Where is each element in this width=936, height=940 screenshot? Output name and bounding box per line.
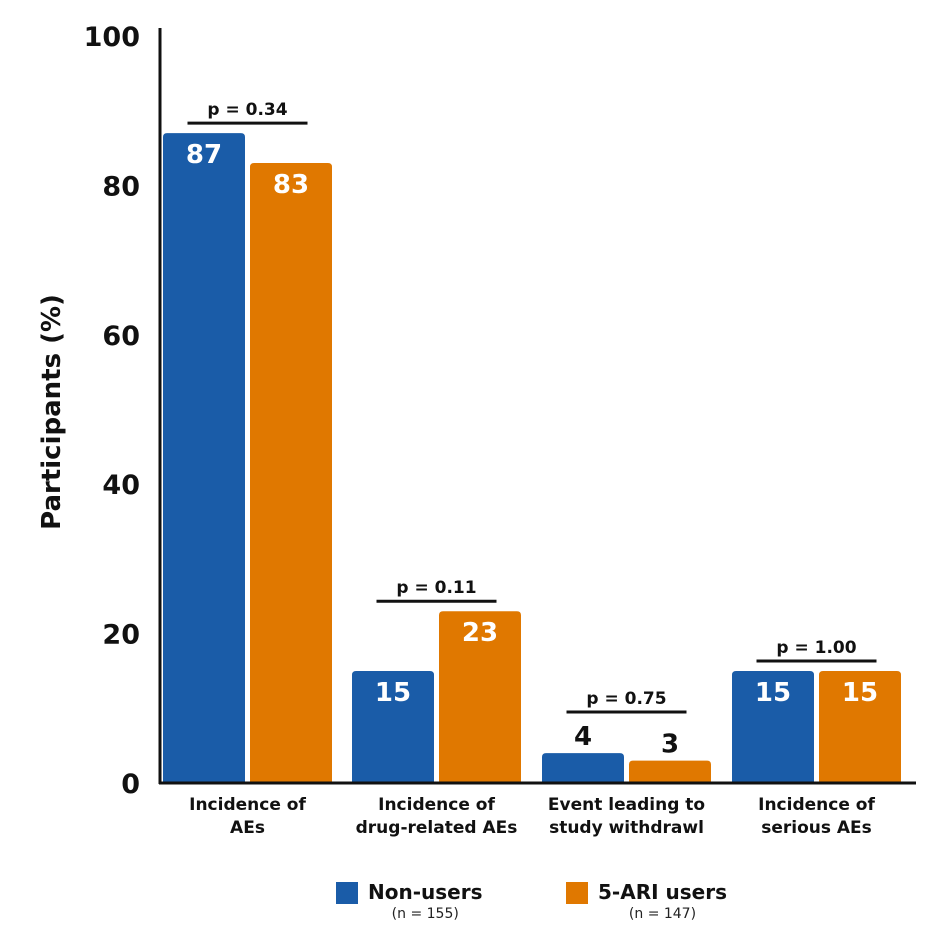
data-labels: 87 83 15 23 4 3 15 15 bbox=[186, 140, 878, 759]
data-label: 87 bbox=[186, 140, 222, 170]
x-category-label: AEs bbox=[230, 818, 265, 838]
p-value-label: p = 0.11 bbox=[396, 578, 476, 598]
bar-non-users bbox=[163, 133, 245, 784]
y-tick-label: 60 bbox=[102, 321, 140, 352]
x-category-label: drug-related AEs bbox=[356, 818, 518, 838]
data-label: 3 bbox=[661, 730, 679, 760]
x-category-label: Event leading to bbox=[548, 795, 705, 815]
y-tick-label: 20 bbox=[102, 620, 140, 651]
legend-label-non-users: Non-users bbox=[368, 880, 483, 904]
data-label: 15 bbox=[842, 678, 878, 708]
legend-swatch-non-users bbox=[336, 882, 358, 904]
legend-n-5ari-users: (n = 147) bbox=[628, 906, 697, 922]
legend-label-5ari-users: 5-ARI users bbox=[598, 880, 727, 904]
y-tick-label: 0 bbox=[121, 769, 140, 800]
p-value-annotations: p = 0.34 p = 0.11 p = 0.75 p = 1.00 bbox=[187, 100, 877, 714]
bar-5ari-users bbox=[819, 670, 901, 783]
data-label: 83 bbox=[273, 170, 309, 200]
bar-non-users bbox=[732, 670, 814, 783]
x-category-label: Incidence of bbox=[758, 795, 875, 815]
y-axis-label: Participants (%) bbox=[37, 294, 67, 530]
data-label: 23 bbox=[462, 618, 498, 648]
data-label: 4 bbox=[574, 722, 592, 752]
x-category-label: serious AEs bbox=[761, 818, 872, 838]
bar-5ari-users bbox=[439, 611, 521, 783]
x-axis: Incidence of AEs Incidence of drug-related … bbox=[159, 781, 916, 838]
y-tick-label: 40 bbox=[102, 470, 140, 501]
legend-item-non-users: Non-users (n = 155) bbox=[336, 880, 483, 922]
y-tick-label: 80 bbox=[102, 171, 140, 202]
bar-5ari-users bbox=[250, 162, 332, 784]
p-value-label: p = 0.34 bbox=[207, 100, 287, 120]
bar-non-users bbox=[352, 670, 434, 783]
legend-item-5ari-users: 5-ARI users (n = 147) bbox=[566, 880, 727, 922]
y-tick-label: 100 bbox=[84, 22, 140, 53]
data-label: 15 bbox=[375, 678, 411, 708]
legend-n-non-users: (n = 155) bbox=[391, 906, 459, 922]
bar-non-users bbox=[542, 753, 624, 783]
x-category-label: study withdrawl bbox=[549, 818, 704, 838]
data-label: 15 bbox=[755, 678, 791, 708]
y-axis: 0 20 40 60 80 100 bbox=[84, 22, 162, 800]
legend-swatch-5ari-users bbox=[566, 882, 588, 904]
bars bbox=[163, 133, 901, 784]
p-value-label: p = 0.75 bbox=[586, 689, 666, 709]
bar-5ari-users bbox=[629, 760, 711, 783]
x-category-label: Incidence of bbox=[189, 795, 306, 815]
p-value-label: p = 1.00 bbox=[776, 638, 856, 658]
x-category-label: Incidence of bbox=[378, 795, 495, 815]
